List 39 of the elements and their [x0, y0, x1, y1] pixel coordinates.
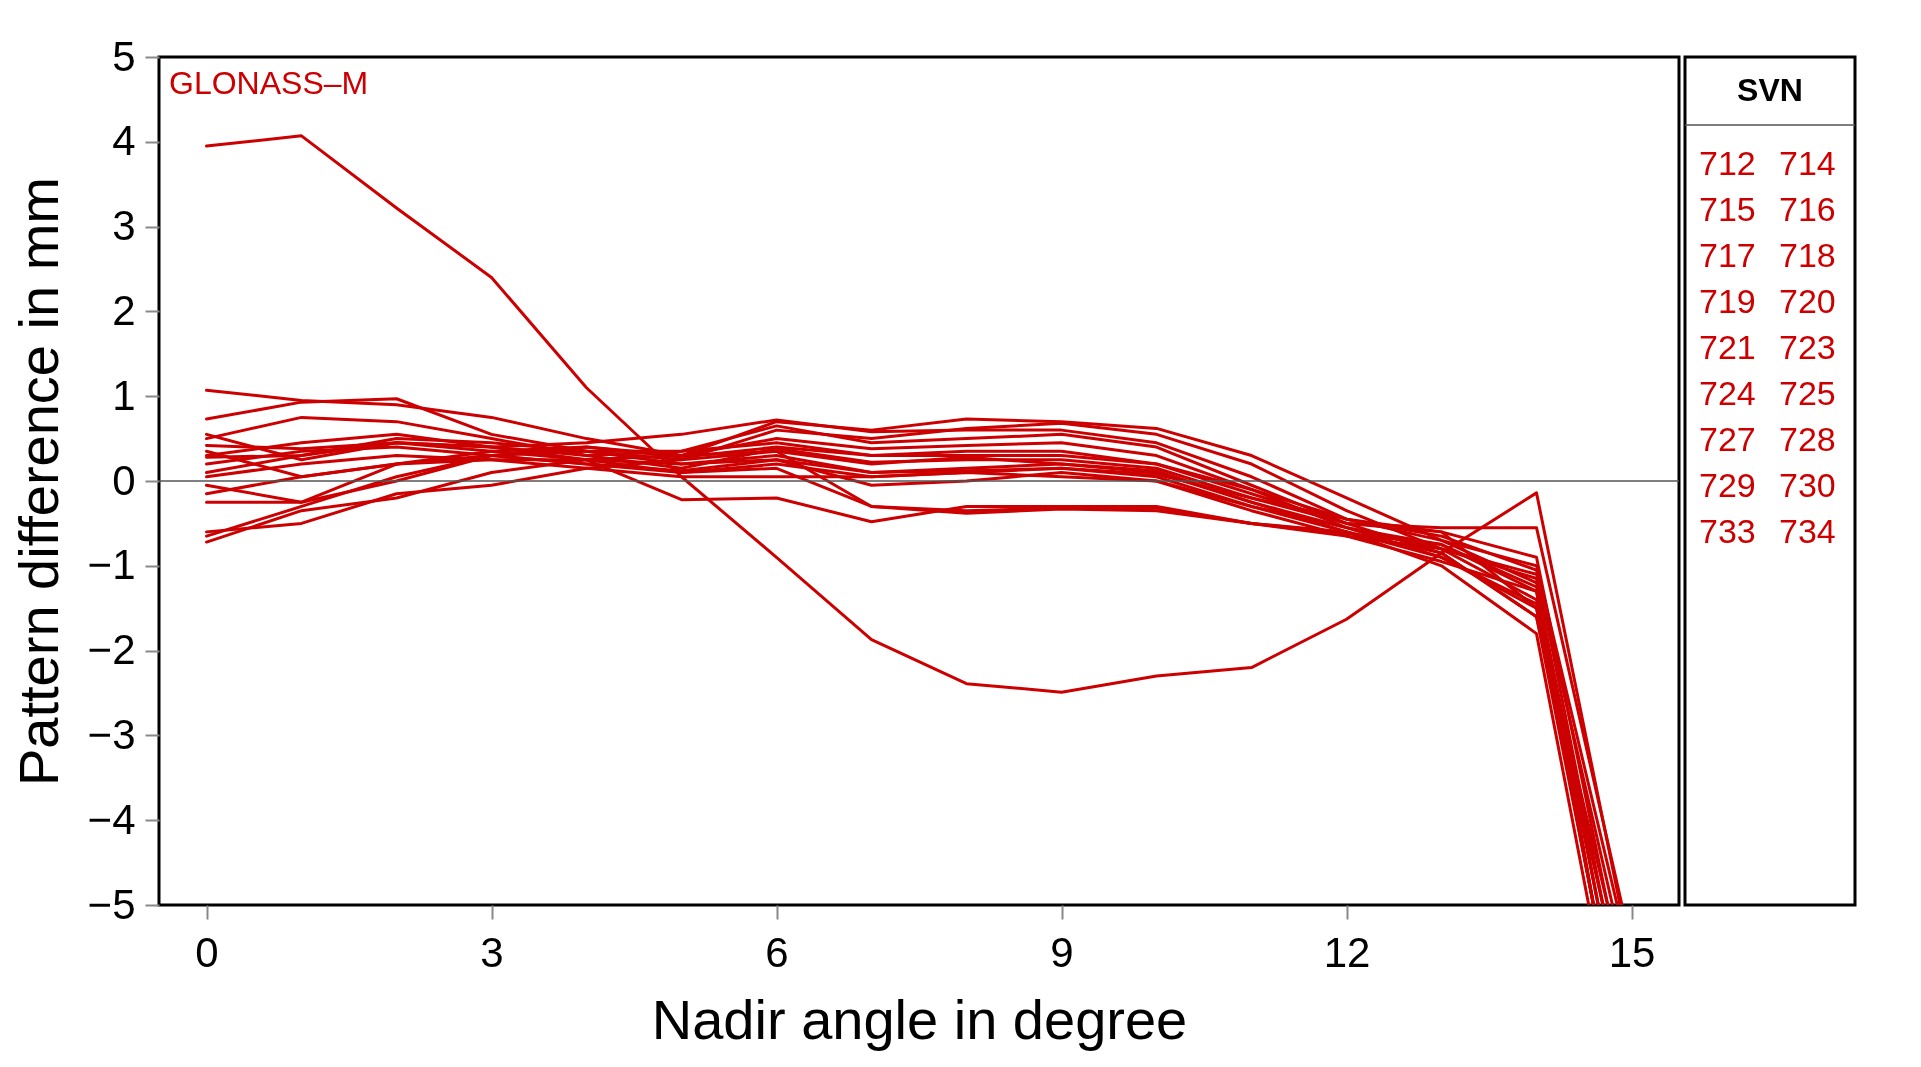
- x-tick-label: 9: [1050, 928, 1074, 976]
- y-axis-title: Pattern difference in mm: [6, 176, 70, 787]
- text: 720: [1779, 282, 1836, 320]
- text: 721: [1699, 328, 1756, 366]
- y-tick-label: −3: [87, 710, 136, 758]
- x-axis-title: Nadir angle in degree: [651, 987, 1188, 1051]
- text: 723: [1779, 328, 1836, 366]
- y-tick-label: −2: [87, 626, 136, 674]
- text: 725: [1779, 374, 1836, 412]
- y-tick-label: −1: [87, 541, 136, 589]
- text: 717: [1699, 236, 1756, 274]
- x-tick-label: 6: [765, 928, 789, 976]
- legend-title: SVN: [1737, 72, 1803, 108]
- x-tick-label: 3: [480, 928, 504, 976]
- x-tick-label: 15: [1608, 928, 1656, 976]
- y-tick-label: −5: [87, 880, 136, 928]
- text: 734: [1779, 512, 1836, 550]
- text: 730: [1779, 466, 1836, 504]
- x-tick-label: 0: [195, 928, 219, 976]
- text: 716: [1779, 190, 1836, 228]
- text: 733: [1699, 512, 1756, 550]
- text: 727: [1699, 420, 1756, 458]
- x-tick-label: 12: [1323, 928, 1371, 976]
- y-tick-label: 2: [112, 286, 136, 334]
- y-tick-label: 5: [112, 32, 136, 80]
- text: 715: [1699, 190, 1756, 228]
- annotation: GLONASS–M: [169, 65, 369, 101]
- y-tick-label: 3: [112, 202, 136, 250]
- y-tick-label: 1: [112, 371, 136, 419]
- text: 729: [1699, 466, 1756, 504]
- text: 719: [1699, 282, 1756, 320]
- text: 712: [1699, 144, 1756, 182]
- y-tick-label: −4: [87, 795, 136, 843]
- y-tick-label: 4: [112, 117, 136, 165]
- text: 718: [1779, 236, 1836, 274]
- text: 728: [1779, 420, 1836, 458]
- y-tick-label: 0: [112, 456, 136, 504]
- text: 724: [1699, 374, 1756, 412]
- text: 714: [1779, 144, 1836, 182]
